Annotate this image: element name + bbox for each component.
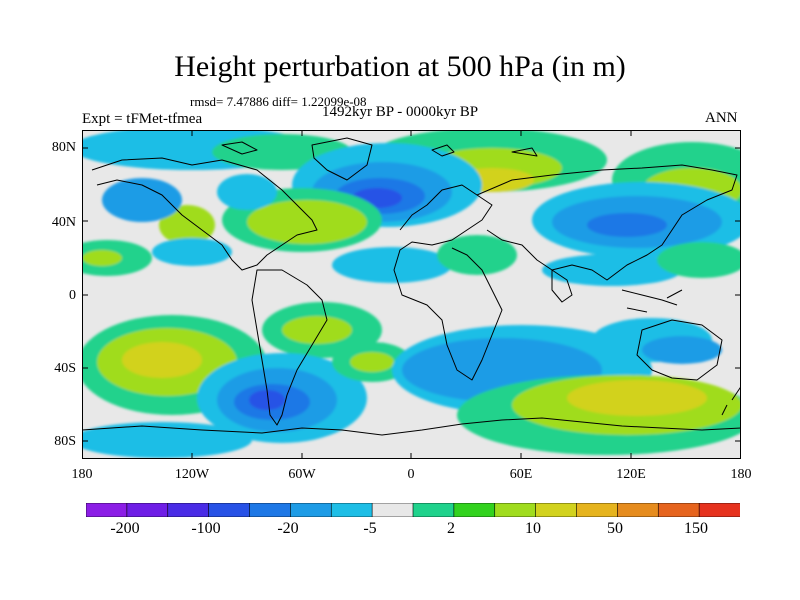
colorbar-label: 150 [684,520,708,537]
colorbar [86,503,740,517]
colorbar-label: 10 [525,520,541,537]
colorbar-swatch [535,503,578,517]
lat-label-0: 0 [69,288,76,303]
colorbar-swatch [453,503,496,517]
lat-label-40s: 40S [54,361,76,376]
lon-label-60e: 60E [509,467,533,482]
stats-text: rmsd= 7.47886 diff= 1.22099e-08 [190,94,367,109]
season-label: ANN [705,110,738,126]
axis-ticks [82,130,741,459]
colorbar-swatch [290,503,332,517]
colorbar-label: 2 [447,520,455,537]
period-label: 1492kyr BP - 0000kyr BP [322,104,479,120]
colorbar-swatch [126,503,169,517]
contour-map [82,130,741,459]
lon-label-120w: 120W [174,467,210,482]
colorbar-label: 50 [607,520,623,537]
lon-label-180w: 180 [71,467,93,482]
lon-label-120e: 120E [616,467,646,482]
colorbar-swatch [208,503,251,517]
colorbar-swatch [412,503,455,517]
colorbar-label: -20 [277,520,299,537]
colorbar-swatch [86,503,128,517]
colorbar-swatch [698,503,740,517]
colorbar-swatch [657,503,700,517]
lat-label-80s: 80S [54,434,76,449]
page-title: Height perturbation at 500 hPa (in m) [174,50,626,83]
colorbar-swatch [249,503,291,517]
lat-label-40n: 40N [51,215,76,230]
lat-label-80n: 80N [51,140,76,155]
lon-label-180e: 180 [730,467,752,482]
lon-label-0: 0 [407,467,415,482]
colorbar-swatch [617,503,659,517]
lon-label-60w: 60W [288,467,316,482]
coastlines [82,137,741,436]
colorbar-swatch [330,503,373,517]
colorbar-swatch [167,503,210,517]
colorbar-label: -100 [191,520,221,537]
colorbar-swatch [371,503,414,517]
colorbar-swatch [494,503,537,517]
colorbar-swatch [576,503,618,517]
colorbar-label: -200 [110,520,140,537]
experiment-label: Expt = tFMet-tfmea [82,111,203,127]
colorbar-label: -5 [363,520,377,537]
